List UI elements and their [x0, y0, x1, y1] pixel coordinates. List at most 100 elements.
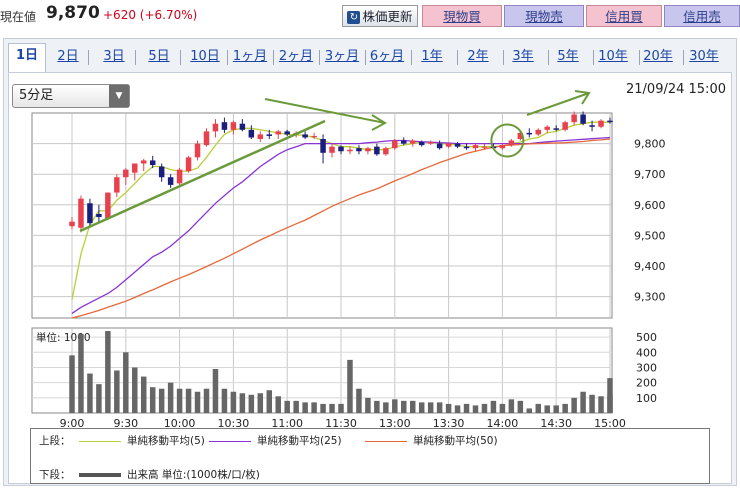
- volume-bar: [167, 382, 174, 413]
- volume-bar: [114, 370, 120, 413]
- candle-body: [176, 169, 183, 184]
- tab-1day[interactable]: 1日: [8, 43, 46, 72]
- interval-select-value: 5分足: [19, 88, 54, 103]
- current-price-value: 9,870: [46, 3, 100, 23]
- volume-bar: [571, 397, 577, 413]
- volume-bar: [149, 387, 156, 413]
- tab-separator: [593, 50, 594, 65]
- interval-select[interactable]: 5分足 ▼: [12, 84, 130, 108]
- volume-bar: [526, 408, 533, 413]
- volume-bar: [329, 403, 335, 413]
- candle-body: [221, 122, 228, 130]
- legend-swatch: [365, 440, 407, 442]
- volume-bar: [463, 403, 470, 413]
- candle-body: [508, 140, 515, 146]
- tab-2day[interactable]: 2日: [57, 49, 79, 64]
- legend-item-ma5: 単純移動平均(5): [79, 433, 205, 448]
- volume-bar: [427, 402, 434, 413]
- candle-body: [562, 122, 568, 130]
- tab-3year[interactable]: 3年: [512, 49, 534, 64]
- tab-6month[interactable]: 6ヶ月: [369, 49, 405, 64]
- volume-bar: [499, 403, 506, 413]
- price-tick-label: 9,700: [634, 168, 666, 181]
- volume-tick-label: 200: [636, 377, 657, 390]
- tab-30year[interactable]: 30年: [689, 49, 719, 64]
- candle-body: [266, 134, 273, 136]
- price-tick-label: 9,800: [634, 138, 666, 151]
- refresh-price-button[interactable]: ↻ 株価更新: [342, 5, 418, 27]
- volume-tick-label: 500: [636, 331, 657, 344]
- price-change: +620 (+6.70%): [103, 8, 198, 22]
- tab-1year[interactable]: 1年: [421, 49, 443, 64]
- candle-body: [481, 146, 488, 148]
- tab-5day[interactable]: 5日: [148, 49, 170, 64]
- volume-tick-label: 400: [636, 346, 657, 359]
- tab-10day[interactable]: 10日: [190, 49, 220, 64]
- volume-bar: [230, 391, 237, 413]
- volume-bar: [302, 402, 308, 413]
- refresh-label: 株価更新: [362, 9, 413, 24]
- spot-sell-button[interactable]: 現物売: [504, 5, 584, 27]
- candle-body: [194, 143, 201, 158]
- x-tick-label: 9:30: [113, 417, 138, 430]
- tab-separator: [227, 50, 228, 65]
- candle-body: [114, 177, 120, 193]
- volume-bar: [123, 352, 129, 413]
- tab-3month[interactable]: 3ヶ月: [324, 49, 360, 64]
- legend-text: 単純移動平均(5): [127, 435, 205, 447]
- candle-body: [167, 177, 174, 185]
- volume-bar: [221, 388, 228, 413]
- candle-body: [472, 145, 479, 149]
- price-tick-label: 9,300: [634, 291, 666, 304]
- margin-sell-button[interactable]: 信用売: [664, 5, 740, 27]
- volume-bar: [580, 391, 586, 413]
- candle-body: [409, 140, 416, 144]
- quote-header: 現在値 9,870 +620 (+6.70%) ↻ 株価更新 現物買 現物売 信用…: [0, 0, 740, 32]
- candle-body: [149, 160, 156, 166]
- volume-bar: [589, 394, 595, 413]
- volume-bar: [374, 400, 380, 413]
- candle-body: [284, 131, 290, 135]
- candle-body: [203, 131, 210, 146]
- tab-20year[interactable]: 20年: [643, 49, 673, 64]
- volume-bar: [401, 400, 407, 413]
- volume-bar: [140, 376, 147, 413]
- highlight-circle: [490, 123, 525, 158]
- volume-bar: [409, 400, 416, 413]
- volume-bar: [284, 400, 290, 413]
- candle-body: [607, 120, 613, 123]
- margin-buy-button[interactable]: 信用買: [586, 5, 662, 27]
- candle-body: [230, 122, 237, 130]
- legend-item-ma25: 単純移動平均(25): [209, 433, 342, 448]
- candle-body: [257, 134, 264, 140]
- candle-body: [132, 163, 138, 173]
- candle-body: [275, 131, 281, 135]
- volume-bar: [472, 405, 479, 413]
- x-tick-label: 10:30: [218, 417, 250, 430]
- tab-5year[interactable]: 5年: [557, 49, 579, 64]
- tab-2year[interactable]: 2年: [467, 49, 489, 64]
- candle-body: [383, 148, 389, 155]
- candle-body: [158, 166, 165, 178]
- tab-separator: [457, 50, 458, 65]
- candle-body: [445, 143, 452, 147]
- candle-body: [517, 132, 524, 140]
- candle-body: [454, 143, 461, 147]
- spot-buy-button[interactable]: 現物買: [422, 5, 502, 27]
- tab-separator: [639, 50, 640, 65]
- legend-text: 単純移動平均(25): [257, 435, 342, 447]
- volume-bar: [257, 393, 264, 413]
- volume-bar: [69, 355, 75, 413]
- legend-text: 単純移動平均(50): [413, 435, 498, 447]
- volume-bar: [87, 373, 93, 413]
- tab-separator: [319, 50, 320, 65]
- legend-text: 出来高 単位:(1000株/口/枚): [127, 469, 260, 481]
- tab-1month[interactable]: 1ヶ月: [232, 49, 268, 64]
- volume-bar: [365, 397, 371, 413]
- tab-3day[interactable]: 3日: [103, 49, 125, 64]
- chart-datetime: 21/09/24 15:00: [626, 82, 726, 97]
- candle-body: [329, 146, 335, 153]
- tab-2month[interactable]: 2ヶ月: [278, 49, 314, 64]
- tab-10year[interactable]: 10年: [598, 49, 628, 64]
- tab-separator: [548, 50, 549, 65]
